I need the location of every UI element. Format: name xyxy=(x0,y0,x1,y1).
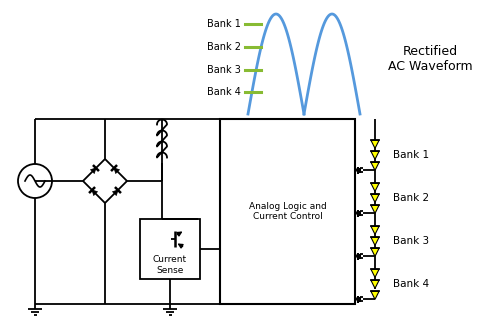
Polygon shape xyxy=(371,194,379,202)
Text: Bank 3: Bank 3 xyxy=(207,65,241,75)
Polygon shape xyxy=(371,183,379,191)
Polygon shape xyxy=(371,280,379,289)
Polygon shape xyxy=(92,190,98,195)
Text: Bank 1: Bank 1 xyxy=(207,19,241,29)
Text: Bank 4: Bank 4 xyxy=(393,279,429,289)
Polygon shape xyxy=(90,168,96,173)
Polygon shape xyxy=(371,226,379,234)
Bar xyxy=(220,119,355,304)
Text: Bank 4: Bank 4 xyxy=(207,87,241,97)
Text: Rectified
AC Waveform: Rectified AC Waveform xyxy=(388,45,472,73)
Text: Bank 3: Bank 3 xyxy=(393,236,429,246)
Polygon shape xyxy=(371,248,379,256)
Polygon shape xyxy=(371,269,379,277)
Text: Bank 2: Bank 2 xyxy=(393,193,429,203)
Polygon shape xyxy=(371,291,379,299)
Polygon shape xyxy=(371,140,379,148)
Polygon shape xyxy=(371,205,379,214)
Text: Analog Logic and
Current Control: Analog Logic and Current Control xyxy=(248,202,326,221)
Polygon shape xyxy=(112,190,118,195)
Polygon shape xyxy=(371,151,379,159)
Bar xyxy=(140,219,200,279)
Polygon shape xyxy=(114,168,119,173)
Text: Current
Sense: Current Sense xyxy=(153,255,187,275)
Polygon shape xyxy=(371,238,379,245)
Text: Bank 2: Bank 2 xyxy=(207,42,241,52)
Polygon shape xyxy=(371,163,379,170)
Text: Bank 1: Bank 1 xyxy=(393,150,429,160)
